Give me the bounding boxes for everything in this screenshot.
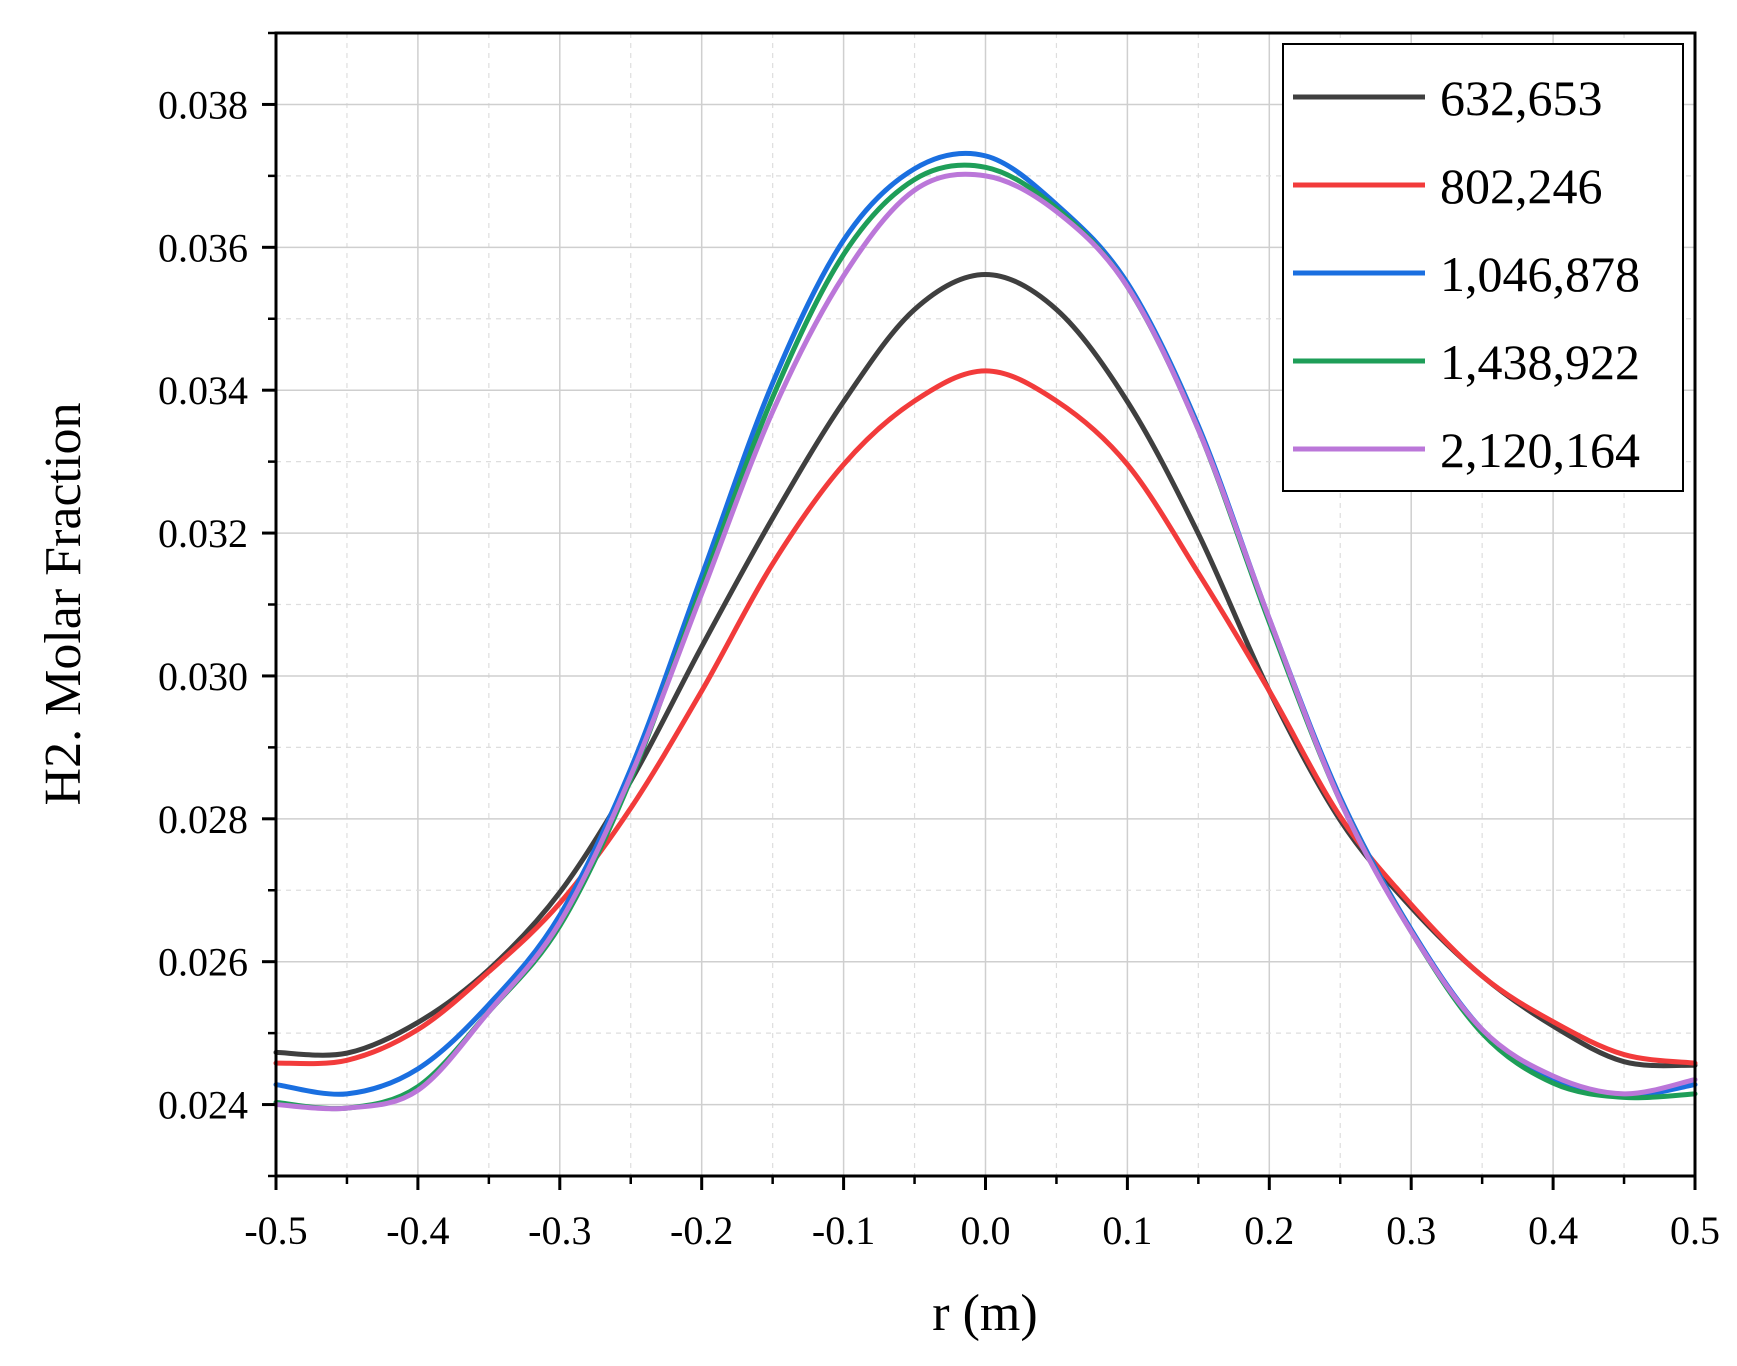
legend-label: 1,438,922	[1440, 334, 1640, 390]
y-tick-label: 0.030	[158, 654, 248, 699]
legend-label: 2,120,164	[1440, 422, 1640, 478]
x-tick-label: 0.0	[961, 1208, 1011, 1253]
x-tick-label: -0.2	[670, 1208, 733, 1253]
axis-ticks	[262, 31, 1697, 1190]
series-lines	[273, 150, 1698, 1112]
x-tick-label: -0.3	[528, 1208, 591, 1253]
series-line-5	[273, 171, 1698, 1112]
x-tick-label: 0.1	[1102, 1208, 1152, 1253]
legend-box	[1282, 43, 1684, 492]
x-tick-label: -0.1	[812, 1208, 875, 1253]
y-tick-label: 0.034	[158, 368, 248, 413]
legend: 632,653 802,246 1,046,878 1,438,922 2,120,16…	[1282, 43, 1684, 492]
series-line-2	[273, 368, 1698, 1067]
x-tick-label: 0.3	[1386, 1208, 1436, 1253]
y-tick-labels: 0.024 0.026 0.028 0.030 0.032 0.034 0.036 0.038	[158, 82, 248, 1127]
x-tick-label: -0.4	[386, 1208, 449, 1253]
legend-label: 802,246	[1440, 158, 1603, 214]
x-tick-label: 0.2	[1244, 1208, 1294, 1253]
legend-label: 1,046,878	[1440, 246, 1640, 302]
y-tick-label: 0.028	[158, 797, 248, 842]
y-axis-title: H2. Molar Fraction	[35, 403, 92, 806]
x-axis-title: r (m)	[932, 1285, 1037, 1342]
y-tick-label: 0.036	[158, 225, 248, 270]
legend-label: 632,653	[1440, 70, 1603, 126]
x-tick-label: -0.5	[244, 1208, 307, 1253]
x-tick-labels: -0.5 -0.4 -0.3 -0.2 -0.1 0.0 0.1 0.2 0.3 0.4 0.5	[244, 1208, 1720, 1253]
x-tick-label: 0.5	[1670, 1208, 1720, 1253]
x-tick-label: 0.4	[1528, 1208, 1578, 1253]
y-tick-label: 0.024	[158, 1083, 248, 1128]
y-tick-label: 0.026	[158, 940, 248, 985]
y-tick-label: 0.032	[158, 511, 248, 556]
y-tick-label: 0.038	[158, 82, 248, 127]
